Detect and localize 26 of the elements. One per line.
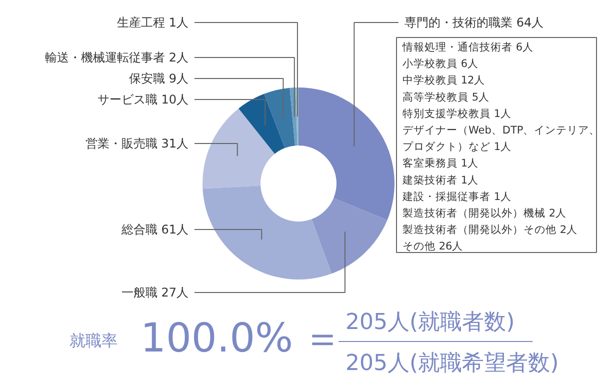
slice-label: 輸送・機械運転従事者 2人	[45, 50, 189, 64]
text: 205人(就職者数)	[346, 310, 515, 335]
text: 建築技術者 1人	[402, 173, 479, 186]
text: 小学校教員 6人	[402, 57, 479, 70]
slice-label: 専門的・技術的職業 64人	[404, 16, 544, 30]
text: 205人(就職希望者数)	[346, 351, 559, 376]
text: 100.0%	[140, 316, 294, 362]
text: その他 26人	[402, 240, 464, 253]
text: 製造技術者（開発以外）機械 2人	[402, 206, 567, 220]
text: ＝	[302, 316, 342, 362]
text: プロダクト）など 1人	[402, 140, 512, 154]
slice-label: 保安職 9人	[129, 72, 189, 86]
text: 中学校教員 12人	[402, 74, 486, 87]
text: デザイナー（Web、DTP、インテリア、	[402, 124, 600, 136]
text: 特別支援学校教員 1人	[402, 106, 512, 120]
text: 客室乗務員 1人	[402, 156, 479, 170]
text: 就職率	[70, 331, 118, 350]
slice-label: サービス職 10人	[97, 92, 189, 106]
slice-label: 総合職 61人	[120, 222, 189, 236]
slice-label: 一般職 27人	[121, 286, 189, 300]
text: 情報処理・通信技術者 6人	[402, 40, 534, 54]
slice-label: 営業・販売職 31人	[85, 136, 189, 150]
text: 製造技術者（開発以外）その他 2人	[402, 223, 578, 236]
slice-label: 生産工程 1人	[117, 16, 189, 30]
text: 建設・採掘従事者 1人	[402, 190, 512, 203]
text: 高等学校教員 5人	[402, 90, 490, 104]
